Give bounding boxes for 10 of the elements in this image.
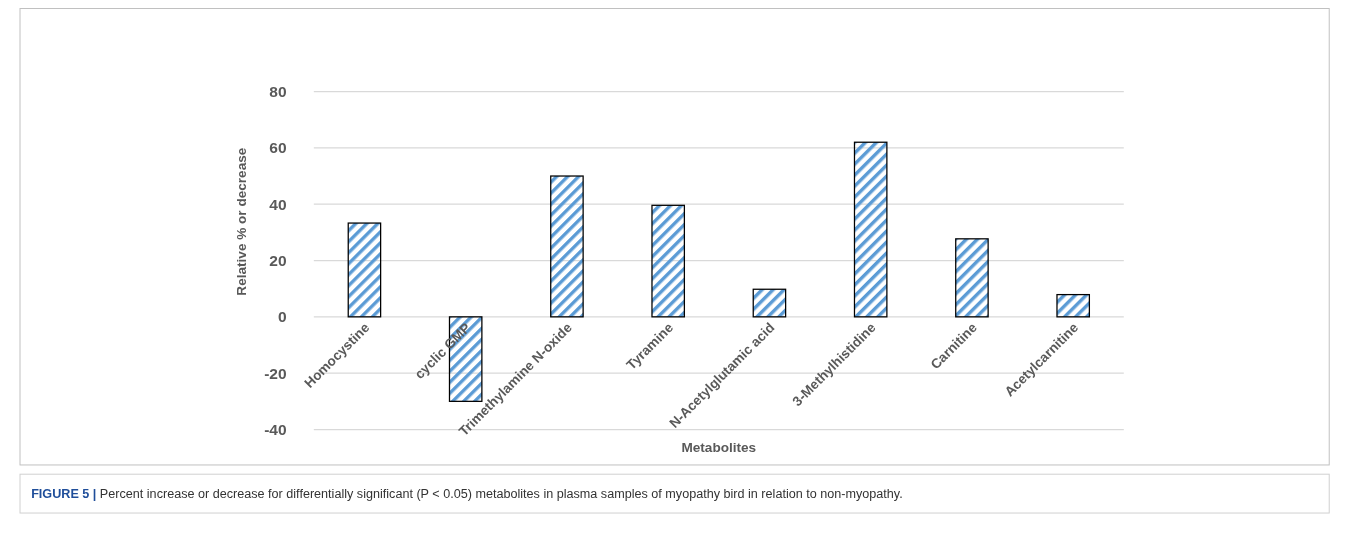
- y-tick-label: 0: [277, 308, 287, 326]
- x-axis-title: Metabolites: [681, 439, 757, 455]
- y-tick-label: -40: [264, 420, 287, 438]
- y-tick-label: 40: [269, 195, 287, 213]
- y-tick-label: 80: [269, 82, 287, 100]
- y-tick-label: -20: [264, 364, 287, 382]
- y-axis-title: Relative % or decrease: [233, 147, 249, 296]
- y-tick-label: 20: [269, 251, 287, 269]
- caption: FIGURE 5 | Percent increase or decrease for differentially significant (P < 0.05) metabolites in plasma samples of myopathy bird in relation to non-myopathy.: [31, 487, 903, 502]
- y-tick-label: 60: [269, 139, 287, 157]
